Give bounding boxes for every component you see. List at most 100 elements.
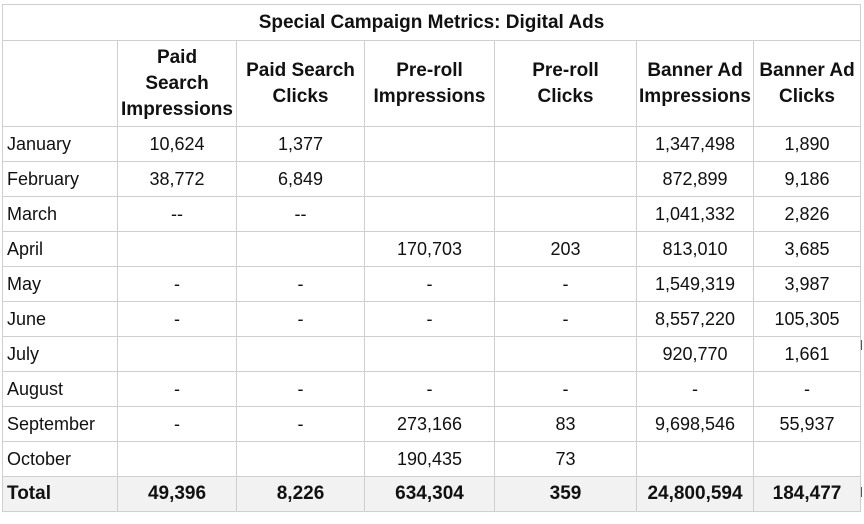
month-cell: February [2, 161, 118, 197]
month-cell: January [2, 126, 118, 162]
value-cell: 55,937 [753, 406, 861, 442]
value-cell: - [236, 371, 365, 407]
value-cell [117, 441, 237, 477]
column-header: Pre-roll Impressions [364, 40, 495, 127]
value-cell: 813,010 [636, 231, 754, 267]
value-cell [364, 126, 495, 162]
value-cell: - [494, 266, 637, 302]
column-header-line: Paid Search [246, 59, 355, 81]
table-row: February 38,772 6,849 872,899 9,186 [2, 161, 861, 197]
value-cell: - [494, 301, 637, 337]
column-header-line: Pre-roll [396, 59, 463, 81]
column-header-line: Impressions [121, 98, 233, 120]
month-cell: October [2, 441, 118, 477]
table-row: September - -273,166 83 9,698,546 55,937 [2, 406, 861, 442]
column-header-line: Clicks [272, 85, 329, 107]
value-cell: 3,685 [753, 231, 861, 267]
value-cell: 6,849 [236, 161, 365, 197]
value-cell: 9,186 [753, 161, 861, 197]
value-cell [236, 336, 365, 372]
header-corner-cell [2, 40, 118, 127]
value-cell: 83 [494, 406, 637, 442]
value-cell: - [117, 371, 237, 407]
month-cell: July [2, 336, 118, 372]
value-cell: 1,890 [753, 126, 861, 162]
value-cell: - [364, 371, 495, 407]
scroll-edge-marker [861, 487, 864, 497]
total-value-cell: 184,477 [753, 476, 861, 512]
value-cell [636, 441, 754, 477]
value-cell: 1,377 [236, 126, 365, 162]
table-row: June - - - -8,557,220 105,305 [2, 301, 861, 337]
value-cell: 170,703 [364, 231, 495, 267]
value-cell: - [364, 301, 495, 337]
month-cell: June [2, 301, 118, 337]
value-cell: 38,772 [117, 161, 237, 197]
value-cell: 1,041,332 [636, 196, 754, 232]
value-cell: 1,347,498 [636, 126, 754, 162]
month-cell: May [2, 266, 118, 302]
value-cell: 203 [494, 231, 637, 267]
column-header-line: Paid [156, 46, 198, 68]
column-header: Banner Ad Impressions [636, 40, 754, 127]
column-header-line: Banner Ad [647, 59, 743, 81]
value-cell: - [636, 371, 754, 407]
column-header: Banner Ad Clicks [753, 40, 861, 127]
month-cell: September [2, 406, 118, 442]
metrics-table: Special Campaign Metrics: Digital Ads Pa… [2, 4, 861, 512]
total-value-cell: 8,226 [236, 476, 365, 512]
column-header-line: Impressions [373, 85, 486, 107]
value-cell [494, 126, 637, 162]
column-header-line: Pre-roll [532, 59, 599, 81]
total-value-cell: 24,800,594 [636, 476, 754, 512]
value-cell [117, 231, 237, 267]
value-cell: - [494, 371, 637, 407]
value-cell [364, 161, 495, 197]
value-cell: -- [117, 196, 237, 232]
month-cell: April [2, 231, 118, 267]
column-header-line: Clicks [779, 85, 835, 107]
table-row: October 190,435 73 [2, 441, 861, 477]
value-cell: - [236, 301, 365, 337]
total-row: Total 49,396 8,226 634,304 359 24,800,594 184,… [2, 476, 861, 512]
value-cell: 190,435 [364, 441, 495, 477]
table-row: January 10,624 1,377 1,347,498 1,890 [2, 126, 861, 162]
column-header-line: Clicks [537, 85, 594, 107]
column-header-line: Banner Ad [759, 59, 855, 81]
column-header: Paid Search Clicks [236, 40, 365, 127]
value-cell [117, 336, 237, 372]
scroll-edge-marker [861, 340, 864, 350]
value-cell: - [364, 266, 495, 302]
value-cell: - [236, 406, 365, 442]
value-cell: 920,770 [636, 336, 754, 372]
value-cell: - [117, 301, 237, 337]
table-title: Special Campaign Metrics: Digital Ads [2, 4, 861, 41]
value-cell [236, 231, 365, 267]
value-cell: 3,987 [753, 266, 861, 302]
value-cell: 8,557,220 [636, 301, 754, 337]
value-cell: 1,549,319 [636, 266, 754, 302]
value-cell: - [117, 406, 237, 442]
value-cell [494, 196, 637, 232]
value-cell: -- [236, 196, 365, 232]
column-header: Pre-roll Clicks [494, 40, 637, 127]
value-cell: 872,899 [636, 161, 754, 197]
value-cell: - [117, 266, 237, 302]
value-cell: 105,305 [753, 301, 861, 337]
month-cell: August [2, 371, 118, 407]
table-row: May - - - -1,549,319 3,987 [2, 266, 861, 302]
value-cell [236, 441, 365, 477]
column-header-line: Search [145, 72, 209, 94]
value-cell [494, 161, 637, 197]
value-cell [753, 441, 861, 477]
total-label: Total [2, 476, 118, 512]
column-header: Paid Search Impressions [117, 40, 237, 127]
table-row: April 170,703 203 813,010 3,685 [2, 231, 861, 267]
value-cell: 9,698,546 [636, 406, 754, 442]
value-cell: - [753, 371, 861, 407]
value-cell: 273,166 [364, 406, 495, 442]
table-row: August - - - - - - [2, 371, 861, 407]
value-cell: 10,624 [117, 126, 237, 162]
value-cell [494, 336, 637, 372]
column-header-line: Impressions [639, 85, 751, 107]
